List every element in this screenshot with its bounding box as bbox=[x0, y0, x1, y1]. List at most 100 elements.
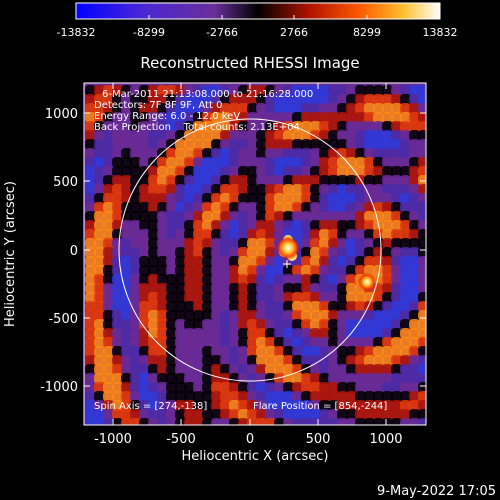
fringe-cell bbox=[112, 310, 123, 321]
fringe-cell bbox=[328, 247, 339, 258]
fringe-cell bbox=[229, 184, 240, 195]
fringe-cell bbox=[202, 139, 213, 150]
fringe-cell bbox=[301, 202, 312, 213]
fringe-cell bbox=[247, 247, 258, 258]
fringe-cell bbox=[112, 373, 123, 384]
fringe-cell bbox=[373, 310, 384, 321]
fringe-cell bbox=[247, 175, 258, 186]
fringe-cell bbox=[112, 238, 123, 249]
fringe-cell bbox=[157, 301, 168, 312]
fringe-cell bbox=[157, 220, 168, 231]
fringe-cell bbox=[247, 283, 258, 294]
fringe-cell bbox=[211, 328, 222, 339]
fringe-cell bbox=[184, 319, 195, 330]
fringe-cell bbox=[175, 130, 186, 141]
fringe-cell bbox=[184, 373, 195, 384]
fringe-cell bbox=[130, 382, 141, 393]
fringe-cell bbox=[355, 157, 366, 168]
fringe-cell bbox=[103, 283, 114, 294]
fringe-cell bbox=[193, 85, 204, 96]
fringe-cell bbox=[328, 166, 339, 177]
fringe-cell bbox=[382, 166, 393, 177]
info-energy-range: Energy Range: 6.0 - 12.0 keV bbox=[94, 111, 240, 122]
fringe-cell bbox=[139, 283, 150, 294]
fringe-cell bbox=[139, 193, 150, 204]
fringe-cell bbox=[274, 337, 285, 348]
fringe-cell bbox=[355, 265, 366, 276]
fringe-cell bbox=[400, 418, 411, 425]
fringe-cell bbox=[256, 382, 267, 393]
fringe-cell bbox=[328, 391, 339, 402]
fringe-cell bbox=[337, 229, 348, 240]
fringe-cell bbox=[211, 247, 222, 258]
fringe-cell bbox=[256, 400, 267, 411]
fringe-cell bbox=[337, 418, 348, 425]
fringe-cell bbox=[229, 220, 240, 231]
fringe-cell bbox=[139, 409, 150, 420]
fringe-cell bbox=[103, 130, 114, 141]
fringe-cell bbox=[373, 229, 384, 240]
fringe-cell bbox=[202, 247, 213, 258]
fringe-cell bbox=[247, 193, 258, 204]
fringe-cell bbox=[292, 85, 303, 96]
fringe-cell bbox=[346, 310, 357, 321]
fringe-cell bbox=[220, 85, 231, 96]
fringe-cell bbox=[247, 184, 258, 195]
fringe-cell bbox=[337, 400, 348, 411]
fringe-cell bbox=[274, 157, 285, 168]
fringe-cell bbox=[211, 256, 222, 267]
fringe-cell bbox=[373, 409, 384, 420]
fringe-cell bbox=[202, 346, 213, 357]
fringe-cell bbox=[193, 274, 204, 285]
fringe-cell bbox=[328, 256, 339, 267]
fringe-cell bbox=[373, 319, 384, 330]
fringe-cell bbox=[148, 391, 159, 402]
fringe-cell bbox=[382, 238, 393, 249]
fringe-cell bbox=[139, 139, 150, 150]
fringe-cell bbox=[373, 202, 384, 213]
fringe-cell bbox=[418, 283, 426, 294]
fringe-cell bbox=[112, 220, 123, 231]
fringe-cell bbox=[157, 94, 168, 105]
fringe-cell bbox=[112, 211, 123, 222]
fringe-cell bbox=[85, 292, 96, 303]
fringe-cell bbox=[211, 229, 222, 240]
fringe-cell bbox=[301, 283, 312, 294]
fringe-cell bbox=[211, 400, 222, 411]
timestamp: 9-May-2022 17:05 bbox=[377, 484, 496, 499]
fringe-cell bbox=[85, 346, 96, 357]
fringe-cell bbox=[229, 400, 240, 411]
fringe-cell bbox=[139, 265, 150, 276]
fringe-cell bbox=[292, 220, 303, 231]
fringe-cell bbox=[184, 310, 195, 321]
fringe-cell bbox=[337, 382, 348, 393]
fringe-cell bbox=[292, 130, 303, 141]
fringe-cell bbox=[256, 319, 267, 330]
fringe-cell bbox=[220, 139, 231, 150]
fringe-cell bbox=[193, 328, 204, 339]
fringe-cell bbox=[382, 94, 393, 105]
fringe-cell bbox=[364, 292, 375, 303]
fringe-cell bbox=[157, 292, 168, 303]
fringe-cell bbox=[391, 112, 402, 123]
fringe-cell bbox=[175, 229, 186, 240]
fringe-cell bbox=[337, 265, 348, 276]
fringe-cell bbox=[319, 166, 330, 177]
colorbar-tick-label: 8299 bbox=[353, 26, 381, 39]
fringe-cell bbox=[418, 103, 426, 114]
fringe-cell bbox=[247, 274, 258, 285]
fringe-cell bbox=[301, 247, 312, 258]
fringe-cell bbox=[301, 139, 312, 150]
fringe-cell bbox=[157, 184, 168, 195]
fringe-cell bbox=[382, 220, 393, 231]
fringe-cell bbox=[184, 175, 195, 186]
fringe-cell bbox=[274, 184, 285, 195]
fringe-cell bbox=[265, 274, 276, 285]
fringe-cell bbox=[328, 229, 339, 240]
fringe-cell bbox=[256, 292, 267, 303]
fringe-cell bbox=[94, 283, 105, 294]
fringe-cell bbox=[319, 328, 330, 339]
fringe-cell bbox=[400, 355, 411, 366]
fringe-cell bbox=[103, 418, 114, 425]
fringe-cell bbox=[166, 175, 177, 186]
